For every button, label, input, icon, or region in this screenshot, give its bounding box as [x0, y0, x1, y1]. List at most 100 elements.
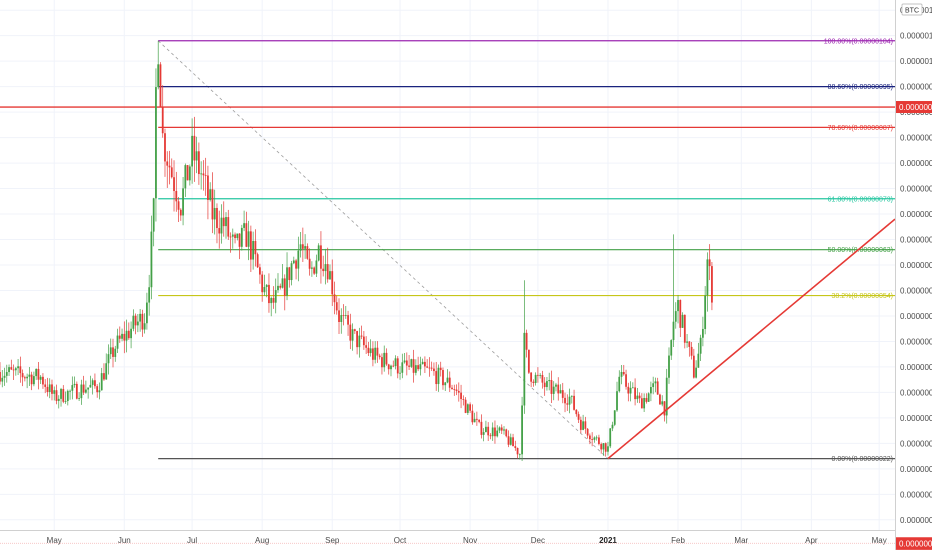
- candle-body: [152, 198, 155, 232]
- fib-level-label: 88.60%(0.00000095): [828, 84, 893, 91]
- candle-body: [109, 347, 112, 355]
- candle-body: [33, 376, 35, 385]
- candle-body: [268, 284, 270, 304]
- candle-body: [173, 177, 175, 192]
- candle-body: [387, 364, 390, 370]
- candle-body: [704, 295, 707, 329]
- x-tick-label: Nov: [463, 536, 477, 545]
- candle-body: [616, 391, 618, 411]
- candle-body: [297, 250, 300, 269]
- candle-body: [577, 414, 580, 420]
- candle-body: [579, 419, 582, 430]
- candle-body: [638, 395, 641, 399]
- candle-body: [475, 418, 478, 420]
- candle-body: [139, 313, 142, 322]
- candle-body: [636, 395, 639, 400]
- candle-body: [593, 437, 596, 440]
- candle-body: [602, 443, 605, 450]
- candle-body: [326, 264, 329, 280]
- candle-body: [182, 188, 184, 216]
- candle-body: [136, 321, 139, 326]
- candle-body: [392, 365, 395, 367]
- candle-body: [643, 397, 646, 409]
- candle-body: [338, 310, 340, 322]
- candle-body: [692, 355, 695, 378]
- candle-body: [665, 377, 668, 416]
- candle-body: [265, 284, 268, 287]
- candle-body: [112, 347, 114, 357]
- candle-body: [358, 335, 361, 348]
- candle-body: [218, 228, 221, 234]
- candle-body: [656, 381, 659, 395]
- y-axis[interactable]: 0.00000010 0.00000015 0.00000020 0.00000025…: [895, 0, 932, 550]
- candle-body: [12, 369, 15, 371]
- candle-body: [417, 365, 420, 370]
- trendline-segment: [607, 218, 896, 460]
- candle-body: [588, 435, 591, 440]
- currency-badge-label: BTC: [905, 8, 919, 15]
- candle-body: [390, 365, 392, 370]
- candle-body: [586, 428, 589, 436]
- candle-body: [566, 403, 569, 405]
- fib-level-label: 50.00%(0.00000063): [828, 247, 893, 254]
- candle-body: [98, 390, 101, 393]
- candle-body: [609, 428, 612, 447]
- y-tick-label: 0.00000020: [900, 465, 932, 474]
- candle-body: [310, 267, 313, 269]
- candle-body: [548, 380, 551, 382]
- candle-body: [130, 328, 132, 339]
- candle-body: [146, 302, 148, 324]
- candle-body: [473, 418, 476, 423]
- fib-level-label: 0.00%(0.00000022): [832, 456, 894, 463]
- candle-body: [279, 285, 282, 288]
- candle-body: [240, 227, 243, 247]
- candle-body: [292, 260, 295, 264]
- candle-body: [148, 287, 151, 303]
- candle-body: [324, 264, 327, 272]
- candle-body: [213, 207, 216, 220]
- candle-body: [80, 384, 83, 399]
- candle-body: [595, 437, 598, 439]
- candle-body: [582, 421, 585, 430]
- candle-body: [91, 380, 94, 385]
- candle-body: [419, 364, 422, 370]
- candle-body: [423, 361, 426, 367]
- candle-body: [356, 331, 358, 348]
- candle-body: [127, 330, 130, 339]
- candle-body: [451, 387, 453, 390]
- y-tick-label: 0.00000070: [900, 210, 932, 219]
- candle-body: [437, 367, 440, 385]
- candle-body: [491, 427, 494, 437]
- candle-body: [530, 372, 533, 382]
- candle-body: [498, 427, 501, 431]
- candle-body: [21, 373, 24, 378]
- fib-retracement-levels[interactable]: 100.00%(0.00000104) 88.60%(0.00000095) 78.…: [158, 38, 895, 463]
- ascending-trendline[interactable]: [607, 218, 896, 460]
- candle-body: [53, 390, 56, 394]
- candle-body: [503, 429, 505, 431]
- candle-body: [333, 294, 336, 303]
- candle-body: [216, 207, 218, 229]
- candle-body: [28, 374, 31, 377]
- candle-body: [505, 429, 508, 437]
- y-tick-label: 0.00000055: [900, 286, 932, 295]
- candle-body: [175, 191, 178, 202]
- candle-body: [277, 285, 279, 291]
- candle-body: [82, 384, 85, 393]
- candle-body: [659, 394, 661, 405]
- candle-body: [315, 260, 318, 274]
- candle-body: [249, 231, 252, 260]
- horizontal-line-label: 0.00000091: [899, 103, 932, 112]
- chart-grid: [0, 0, 895, 530]
- y-tick-label: 0.00000065: [900, 236, 932, 245]
- candle-body: [521, 405, 523, 455]
- candle-body: [525, 332, 528, 350]
- candle-body: [75, 383, 78, 399]
- candle-body: [14, 368, 17, 371]
- x-tick-label: May: [47, 536, 62, 545]
- candle-body: [200, 173, 203, 175]
- candle-body: [283, 278, 286, 296]
- candle-body: [347, 315, 349, 325]
- candle-body: [367, 347, 370, 354]
